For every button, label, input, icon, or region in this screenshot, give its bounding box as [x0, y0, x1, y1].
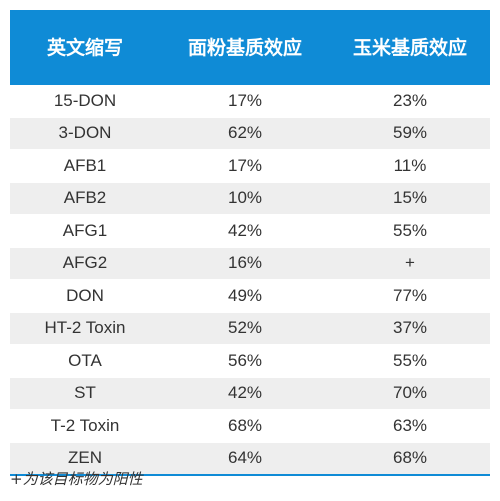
cell-corn-matrix-effect: 77%	[330, 279, 490, 313]
cell-corn-matrix-effect: 37%	[330, 312, 490, 345]
table-row: ZEN 64% 68%	[10, 442, 490, 476]
cell-flour-matrix-effect: 62%	[160, 117, 330, 150]
cell-corn-matrix-effect: +	[330, 247, 490, 280]
cell-flour-matrix-effect: 68%	[160, 409, 330, 443]
cell-flour-matrix-effect: 49%	[160, 279, 330, 313]
matrix-effect-table-container: 英文缩写 面粉基质效应 玉米基质效应 15-DON 17% 23% 3-DON 62% 5…	[10, 10, 490, 476]
table-row: OTA 56% 55%	[10, 344, 490, 378]
table-row: 3-DON 62% 59%	[10, 117, 490, 150]
cell-abbreviation: HT-2 Toxin	[10, 312, 160, 345]
table-row: T-2 Toxin 68% 63%	[10, 409, 490, 443]
table-row: AFG1 42% 55%	[10, 214, 490, 248]
cell-abbreviation: AFB1	[10, 149, 160, 183]
table-row: AFB1 17% 11%	[10, 149, 490, 183]
table-row: HT-2 Toxin 52% 37%	[10, 312, 490, 345]
cell-abbreviation: AFG1	[10, 214, 160, 248]
cell-flour-matrix-effect: 52%	[160, 312, 330, 345]
cell-flour-matrix-effect: 64%	[160, 442, 330, 476]
cell-flour-matrix-effect: 42%	[160, 214, 330, 248]
cell-flour-matrix-effect: 42%	[160, 377, 330, 410]
cell-corn-matrix-effect: 23%	[330, 83, 490, 118]
table-row: AFB2 10% 15%	[10, 182, 490, 215]
cell-corn-matrix-effect: 55%	[330, 344, 490, 378]
table-header-row: 英文缩写 面粉基质效应 玉米基质效应	[10, 10, 490, 84]
cell-corn-matrix-effect: 68%	[330, 442, 490, 476]
cell-abbreviation: 3-DON	[10, 117, 160, 150]
cell-abbreviation: OTA	[10, 344, 160, 378]
cell-flour-matrix-effect: 10%	[160, 182, 330, 215]
cell-abbreviation: DON	[10, 279, 160, 313]
matrix-effect-table: 英文缩写 面粉基质效应 玉米基质效应 15-DON 17% 23% 3-DON 62% 5…	[10, 10, 490, 476]
cell-corn-matrix-effect: 55%	[330, 214, 490, 248]
header-corn-matrix-effect: 玉米基质效应	[330, 10, 490, 84]
footnote: +为该目标物为阳性	[10, 470, 143, 488]
cell-flour-matrix-effect: 56%	[160, 344, 330, 378]
cell-abbreviation: AFG2	[10, 247, 160, 280]
cell-corn-matrix-effect: 15%	[330, 182, 490, 215]
cell-corn-matrix-effect: 11%	[330, 149, 490, 183]
cell-flour-matrix-effect: 17%	[160, 149, 330, 183]
header-flour-matrix-effect: 面粉基质效应	[160, 10, 330, 84]
cell-flour-matrix-effect: 17%	[160, 83, 330, 118]
cell-abbreviation: ZEN	[10, 442, 160, 476]
cell-corn-matrix-effect: 63%	[330, 409, 490, 443]
table-row: AFG2 16% +	[10, 247, 490, 280]
cell-abbreviation: 15-DON	[10, 83, 160, 118]
cell-corn-matrix-effect: 70%	[330, 377, 490, 410]
table-row: DON 49% 77%	[10, 279, 490, 313]
table-row: ST 42% 70%	[10, 377, 490, 410]
cell-abbreviation: ST	[10, 377, 160, 410]
cell-flour-matrix-effect: 16%	[160, 247, 330, 280]
cell-abbreviation: AFB2	[10, 182, 160, 215]
cell-corn-matrix-effect: 59%	[330, 117, 490, 150]
header-abbreviation: 英文缩写	[10, 10, 160, 84]
cell-abbreviation: T-2 Toxin	[10, 409, 160, 443]
table-row: 15-DON 17% 23%	[10, 83, 490, 118]
